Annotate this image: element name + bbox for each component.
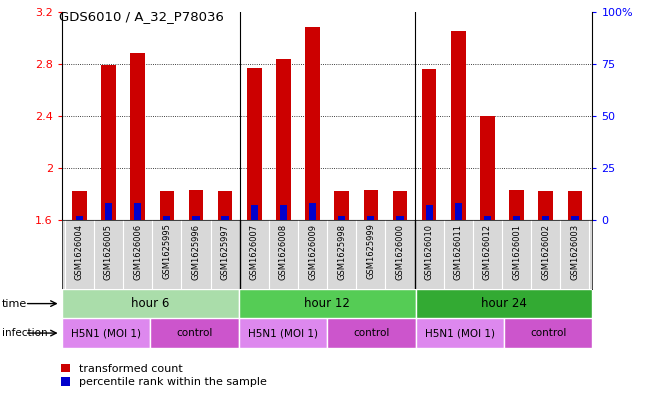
Bar bbox=[239, 318, 327, 348]
Legend: transformed count, percentile rank within the sample: transformed count, percentile rank withi… bbox=[61, 364, 266, 387]
Text: GSM1626002: GSM1626002 bbox=[541, 224, 550, 279]
Bar bbox=[251, 206, 258, 220]
Text: GSM1625998: GSM1625998 bbox=[337, 224, 346, 279]
Bar bbox=[163, 216, 171, 220]
Bar bbox=[367, 216, 374, 220]
Bar bbox=[62, 289, 239, 318]
Bar bbox=[192, 216, 200, 220]
Bar bbox=[189, 190, 203, 220]
Text: GSM1626001: GSM1626001 bbox=[512, 224, 521, 279]
Bar bbox=[393, 191, 408, 220]
Bar bbox=[335, 191, 349, 220]
Bar bbox=[62, 318, 150, 348]
Bar bbox=[484, 216, 491, 220]
Bar bbox=[134, 204, 141, 220]
Bar bbox=[239, 289, 415, 318]
Bar bbox=[480, 116, 495, 220]
Text: GSM1625999: GSM1625999 bbox=[367, 224, 376, 279]
Text: GSM1626007: GSM1626007 bbox=[250, 224, 258, 280]
Bar bbox=[568, 191, 582, 220]
Bar bbox=[415, 318, 504, 348]
Text: GSM1626006: GSM1626006 bbox=[133, 224, 142, 280]
Bar bbox=[276, 59, 291, 220]
Bar bbox=[150, 318, 239, 348]
Text: GSM1626004: GSM1626004 bbox=[75, 224, 84, 279]
Bar bbox=[538, 191, 553, 220]
Bar bbox=[338, 216, 345, 220]
Bar bbox=[504, 318, 592, 348]
Text: control: control bbox=[176, 328, 213, 338]
Text: hour 12: hour 12 bbox=[304, 297, 350, 310]
Text: GSM1626008: GSM1626008 bbox=[279, 224, 288, 280]
Bar bbox=[159, 191, 174, 220]
Text: GSM1626010: GSM1626010 bbox=[424, 224, 434, 279]
Bar bbox=[130, 53, 145, 220]
Bar bbox=[247, 68, 262, 220]
Bar bbox=[280, 206, 287, 220]
Text: time: time bbox=[2, 299, 27, 309]
Text: H5N1 (MOI 1): H5N1 (MOI 1) bbox=[424, 328, 495, 338]
Text: GSM1626009: GSM1626009 bbox=[308, 224, 317, 279]
Text: control: control bbox=[530, 328, 566, 338]
Bar bbox=[513, 216, 520, 220]
Bar bbox=[309, 204, 316, 220]
Bar bbox=[572, 216, 579, 220]
Bar bbox=[305, 28, 320, 220]
Text: GSM1625997: GSM1625997 bbox=[221, 224, 230, 279]
Text: GSM1626000: GSM1626000 bbox=[396, 224, 404, 279]
Bar bbox=[76, 216, 83, 220]
Bar bbox=[396, 216, 404, 220]
Text: GSM1625995: GSM1625995 bbox=[162, 224, 171, 279]
Text: GSM1626005: GSM1626005 bbox=[104, 224, 113, 279]
Bar bbox=[327, 318, 415, 348]
Text: H5N1 (MOI 1): H5N1 (MOI 1) bbox=[71, 328, 141, 338]
Bar bbox=[454, 204, 462, 220]
Text: GSM1626003: GSM1626003 bbox=[570, 224, 579, 280]
Text: hour 6: hour 6 bbox=[131, 297, 169, 310]
Text: GSM1625996: GSM1625996 bbox=[191, 224, 201, 279]
Bar bbox=[363, 190, 378, 220]
Bar bbox=[542, 216, 549, 220]
Bar bbox=[105, 204, 112, 220]
Bar bbox=[221, 216, 229, 220]
Bar bbox=[72, 191, 87, 220]
Text: H5N1 (MOI 1): H5N1 (MOI 1) bbox=[248, 328, 318, 338]
Bar bbox=[218, 191, 232, 220]
Text: GSM1626011: GSM1626011 bbox=[454, 224, 463, 279]
Text: control: control bbox=[353, 328, 389, 338]
Bar bbox=[509, 190, 524, 220]
Bar bbox=[422, 69, 436, 220]
Bar bbox=[415, 289, 592, 318]
Text: hour 24: hour 24 bbox=[481, 297, 527, 310]
Bar bbox=[426, 206, 433, 220]
Text: infection: infection bbox=[2, 328, 48, 338]
Text: GDS6010 / A_32_P78036: GDS6010 / A_32_P78036 bbox=[59, 10, 223, 23]
Bar bbox=[101, 65, 116, 220]
Bar bbox=[451, 31, 465, 220]
Text: GSM1626012: GSM1626012 bbox=[483, 224, 492, 279]
